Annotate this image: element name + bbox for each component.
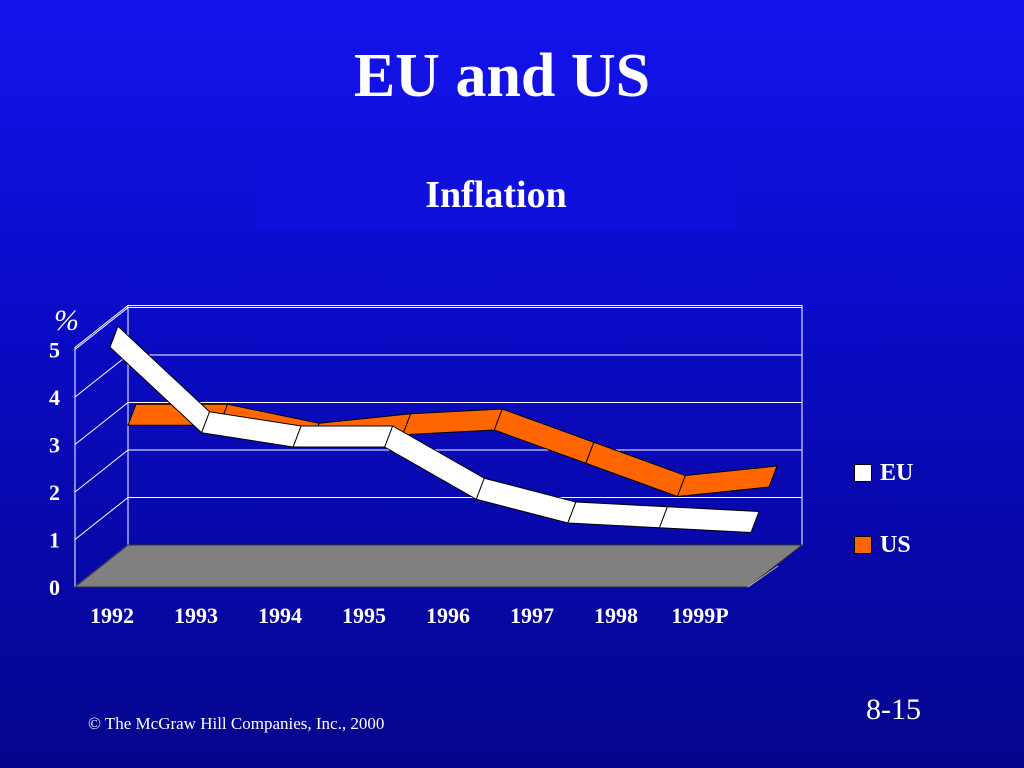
y-tick-label: 2 bbox=[49, 480, 60, 505]
y-axis-label: % bbox=[54, 304, 79, 337]
legend-label-us: US bbox=[880, 531, 911, 558]
gridline-side bbox=[74, 307, 129, 350]
floor-edge-tick bbox=[747, 565, 779, 588]
legend-swatch-us bbox=[854, 536, 872, 554]
subtitle-box bbox=[256, 163, 736, 229]
chart-walls bbox=[73, 304, 804, 589]
chart-floor bbox=[73, 544, 804, 588]
chart-ribbons bbox=[109, 325, 778, 534]
x-tick-label: 1999P bbox=[671, 603, 728, 628]
slide-title: EU and US bbox=[353, 42, 651, 110]
y-tick-label: 1 bbox=[49, 528, 60, 553]
legend-item-eu: EU bbox=[854, 458, 913, 488]
x-tick-label: 1993 bbox=[174, 603, 218, 628]
chart-subtitle: Inflation bbox=[425, 174, 567, 216]
y-tick-label: 5 bbox=[49, 338, 60, 363]
ribbon-eu-segment-3 bbox=[384, 425, 485, 500]
ribbon-eu-segment-6 bbox=[658, 506, 760, 534]
y-tick-label: 3 bbox=[49, 433, 60, 458]
gridline-side bbox=[74, 402, 129, 445]
copyright-footer: © The McGraw Hill Companies, Inc., 2000 bbox=[88, 714, 385, 733]
x-tick-label: 1994 bbox=[258, 603, 302, 628]
legend-swatch-eu bbox=[854, 464, 872, 482]
gridline-side bbox=[74, 449, 129, 493]
legend-item-us: US bbox=[854, 530, 911, 560]
x-tick-label: 1996 bbox=[426, 603, 470, 628]
chart-axes: 0 1 2 3 4 5% 1992 1993 1994 1995 1996 1997 1998 1999P bbox=[49, 304, 729, 628]
ribbon-eu-segment-2 bbox=[292, 425, 394, 448]
legend-label-eu: EU bbox=[880, 459, 914, 486]
x-tick-label: 1998 bbox=[594, 603, 638, 628]
slide-number: 8-15 bbox=[866, 693, 921, 726]
x-tick-label: 1992 bbox=[90, 603, 134, 628]
ribbon-us-segment-6 bbox=[676, 465, 778, 498]
x-tick-label: 1997 bbox=[510, 603, 554, 628]
y-tick-label: 4 bbox=[49, 385, 60, 410]
ribbon-us-segment-3 bbox=[401, 408, 504, 436]
gridline-side bbox=[74, 497, 129, 540]
ribbon-eu-segment-4 bbox=[475, 477, 577, 524]
ribbon-eu-segment-5 bbox=[567, 501, 669, 529]
gridline-side bbox=[74, 354, 129, 398]
y-tick-label: 0 bbox=[49, 575, 60, 600]
ribbon-us-segment-4 bbox=[493, 408, 595, 464]
x-tick-label: 1995 bbox=[342, 603, 386, 628]
